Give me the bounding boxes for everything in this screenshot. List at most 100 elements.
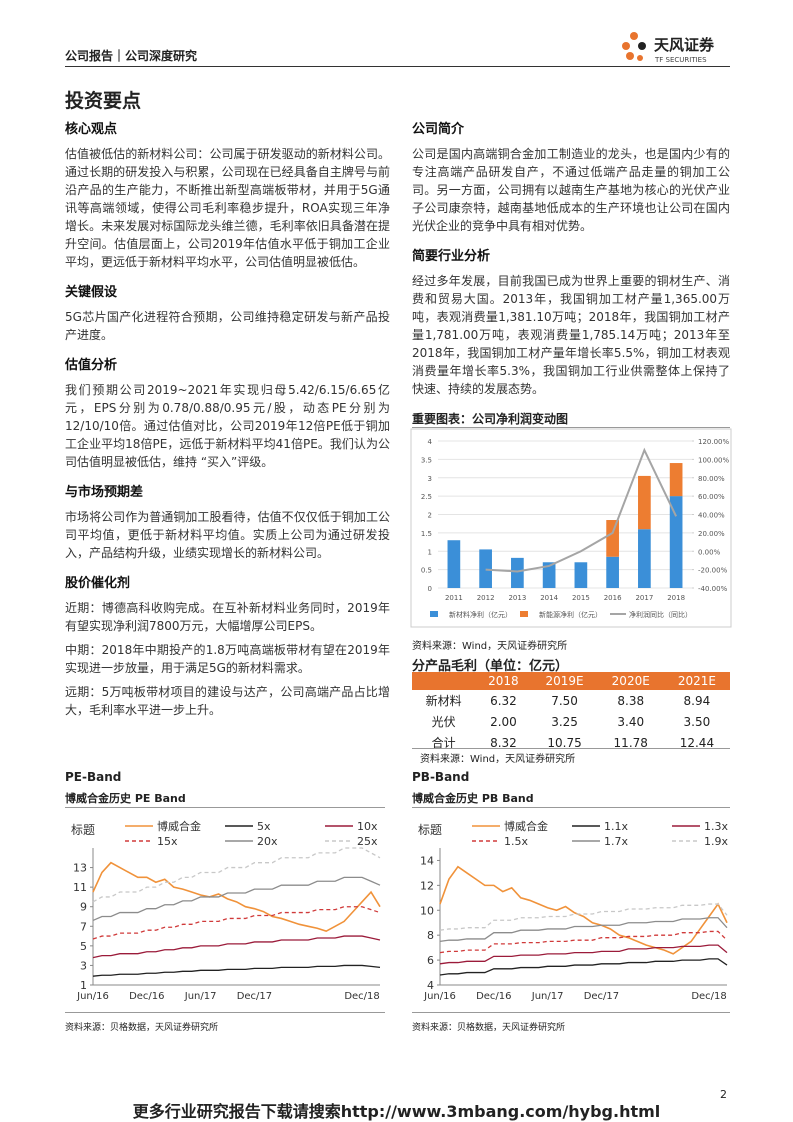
- legend-label: 20x: [257, 835, 278, 848]
- table-cell: 8.32: [490, 735, 517, 750]
- y-tick-label: 3: [428, 475, 432, 483]
- chart-rule: [412, 427, 730, 428]
- table-row: 新材料 6.32 7.50 8.38 8.94: [412, 690, 730, 711]
- y-tick-label: 0: [428, 585, 432, 593]
- line-series: [439, 944, 728, 965]
- header-cell: 2018: [475, 672, 532, 690]
- legend-label: 10x: [357, 820, 378, 833]
- x-tick-label: Jun/16: [76, 991, 109, 1002]
- table-cell: 3.40: [617, 714, 645, 729]
- chart-source: 资料来源：Wind，天风证券研究所: [412, 641, 568, 652]
- paragraph: 公司是国内高端铜合金加工制造业的龙头，也是国内少有的专注高端产品研发自产，不通过…: [412, 147, 730, 233]
- section-heading: 公司简介: [412, 122, 465, 137]
- legend-label: 1.1x: [604, 820, 628, 833]
- header-cell: 2019E: [531, 672, 598, 690]
- y-tick-label: 9: [80, 901, 87, 914]
- table-source: 资料来源：Wind，天风证券研究所: [420, 754, 576, 765]
- x-tick-label: Dec/18: [691, 991, 726, 1002]
- y-tick-label: 7: [80, 920, 87, 933]
- chart-source: 资料来源：贝格数据，天风证券研究所: [65, 1023, 219, 1033]
- table-cell: 8.38: [617, 693, 645, 708]
- table-cell: 7.50: [551, 693, 578, 708]
- legend-label: 15x: [157, 835, 178, 848]
- line-series: [439, 917, 728, 943]
- pb-band-chart: 标题 4 6 8 10 12 14 Jun/16 Dec/16 Jun/17 Dec/17 Dec/1…: [418, 819, 728, 1002]
- y-tick-label: 3.5: [421, 456, 432, 464]
- legend-label: 新能源净利（亿元）: [539, 610, 602, 619]
- line-series: [92, 876, 381, 922]
- paragraph: 经过多年发展，目前我国已成为世界上重要的铜材生产、消费和贸易大国。2013年，我…: [412, 274, 730, 396]
- plot-frame: [410, 428, 732, 628]
- legend-label: 1.9x: [704, 835, 728, 848]
- line-series: [92, 847, 381, 903]
- y2-tick-label: -20.00%: [698, 567, 728, 575]
- y-tick-label: 2: [428, 512, 432, 520]
- paragraph: 近期：博德高科收购完成。在互补新材料业务同时，2019年有望实现净利润7800万…: [65, 601, 390, 633]
- table-header: 2018 2019E 2020E 2021E: [412, 672, 730, 690]
- chart-rule: [65, 807, 385, 808]
- y-tick-label: 1.5: [421, 530, 432, 538]
- x-tick-label: Dec/16: [129, 991, 164, 1002]
- y-tick-label: 11: [73, 881, 87, 894]
- footer-text: 更多行业研究报告下载请搜索http://www.3mbang.com/hybg.…: [132, 1102, 661, 1121]
- header-rule: [65, 66, 730, 67]
- y-tick-label: 0.5: [421, 567, 432, 575]
- table-cell: 3.50: [683, 714, 711, 729]
- line-series: [92, 861, 381, 933]
- line-series: [92, 964, 381, 977]
- logo: 天风证券 TF SECURITIES: [622, 32, 715, 64]
- legend-label: 5x: [257, 820, 271, 833]
- axis-title: 标题: [71, 823, 95, 837]
- legend-label: 新材料净利（亿元）: [449, 610, 512, 619]
- bar: [669, 496, 683, 588]
- section-heading: 核心观点: [65, 122, 118, 137]
- right-column: 公司简介公司是国内高端铜合金加工制造业的龙头，也是国内少有的专注高端产品研发自产…: [412, 108, 730, 404]
- table-title: 分产品毛利（单位：亿元）: [412, 659, 569, 674]
- x-tick-label: 2015: [572, 594, 590, 602]
- header-cell: [412, 672, 476, 690]
- y-tick-label: 12: [420, 879, 434, 892]
- legend-label: 净利润同比（同比）: [629, 610, 692, 619]
- x-tick-label: 2011: [445, 594, 463, 602]
- legend-swatch: [430, 611, 438, 617]
- section-label: PB-Band: [412, 770, 470, 784]
- legend-swatch: [520, 611, 528, 617]
- x-tick-label: 2018: [667, 594, 685, 602]
- chart-source: 资料来源：贝格数据，天风证券研究所: [412, 1023, 566, 1033]
- y-tick-label: 4: [427, 979, 434, 992]
- x-tick-label: Jun/17: [531, 991, 564, 1002]
- y-tick-label: 1: [80, 979, 87, 992]
- paragraph: 估值被低估的新材料公司：公司属于研发驱动的新材料公司。通过长期的研发投入与积累，…: [65, 147, 390, 269]
- y-tick-label: 1: [428, 548, 432, 556]
- left-column: 核心观点估值被低估的新材料公司：公司属于研发驱动的新材料公司。通过长期的研发投入…: [65, 108, 390, 725]
- x-tick-label: 2016: [604, 594, 622, 602]
- y-tick-label: 4: [428, 438, 433, 446]
- section-heading: 简要行业分析: [412, 249, 491, 264]
- bar: [542, 562, 556, 588]
- section-heading: 股价催化剂: [65, 576, 131, 591]
- chart-title: 博威合金历史 PE Band: [65, 792, 186, 805]
- brand-en: TF SECURITIES: [654, 56, 707, 64]
- y2-tick-label: 0.00%: [698, 548, 721, 556]
- paragraph: 我们预期公司2019~2021年实现归母5.42/6.15/6.65亿元，EPS…: [65, 383, 390, 469]
- chart-rule: [65, 1012, 385, 1013]
- section-heading: 关键假设: [65, 285, 118, 300]
- table-cell: 2.00: [490, 714, 517, 729]
- x-tick-label: Dec/17: [237, 991, 272, 1002]
- line-series: [92, 906, 381, 940]
- x-tick-label: 2014: [540, 594, 558, 602]
- bar: [574, 562, 588, 588]
- x-tick-label: Dec/16: [476, 991, 511, 1002]
- legend-label: 1.5x: [504, 835, 528, 848]
- y-tick-label: 3: [80, 959, 87, 972]
- table-cell: 光伏: [431, 715, 456, 729]
- y2-tick-label: -40.00%: [698, 585, 728, 593]
- y2-tick-label: 20.00%: [698, 530, 725, 538]
- line-series: [439, 958, 728, 976]
- chart-title: 博威合金历史 PB Band: [412, 792, 534, 805]
- x-tick-label: Dec/18: [344, 991, 379, 1002]
- paragraph: 远期：5万吨板带材项目的建设与达产，公司高端产品占比增大，毛利率水平进一步上升。: [65, 685, 390, 717]
- axis-title: 标题: [418, 823, 442, 837]
- paragraph: 5G芯片国产化进程符合预期，公司维持稳定研发与新产品投产进度。: [65, 310, 390, 342]
